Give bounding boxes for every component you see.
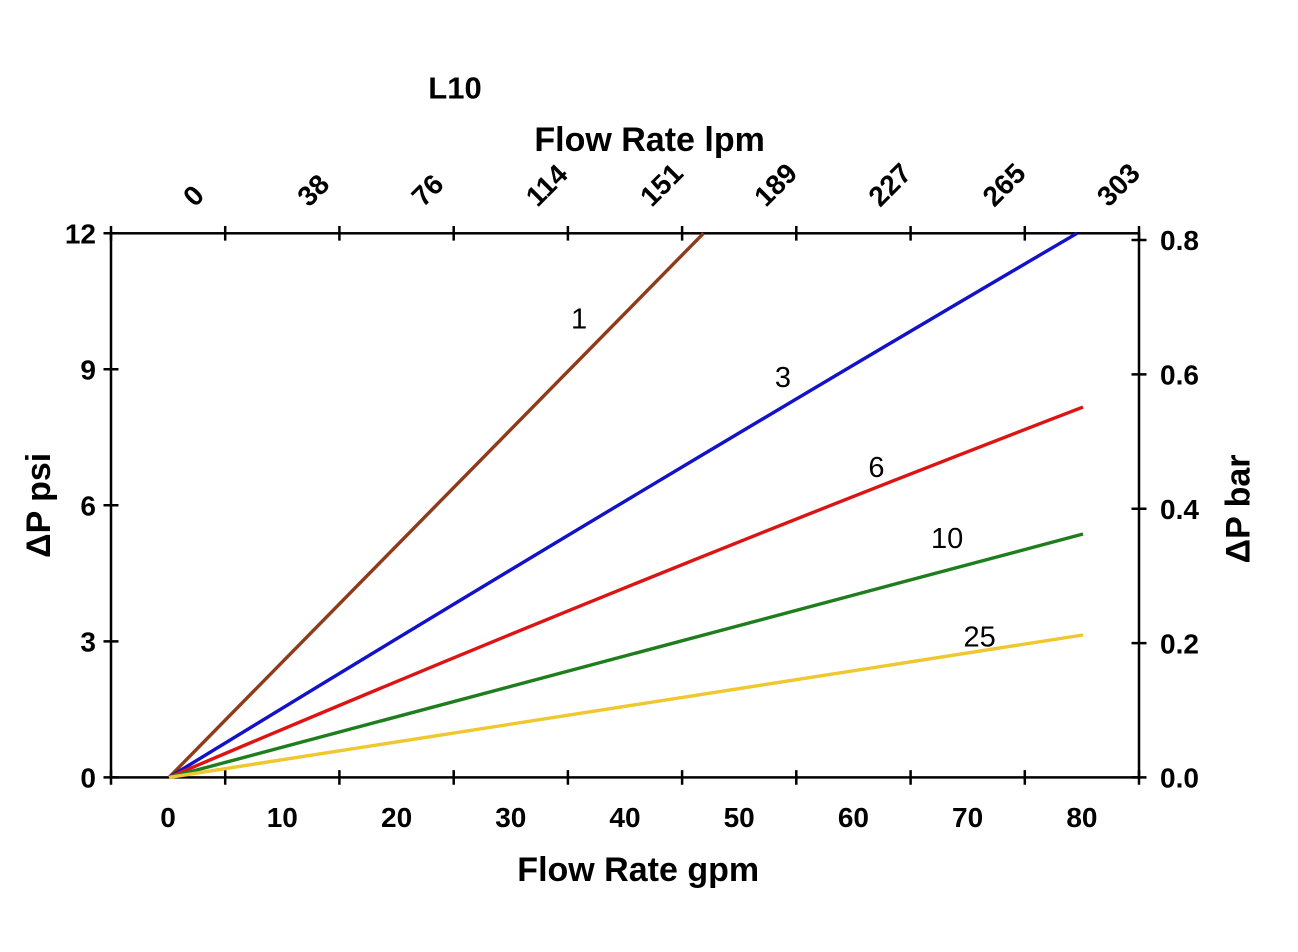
svg-text:60: 60 — [838, 802, 869, 833]
svg-text:265: 265 — [977, 157, 1032, 212]
svg-text:303: 303 — [1091, 157, 1146, 212]
svg-text:Flow Rate lpm: Flow Rate lpm — [534, 121, 764, 159]
svg-text:1: 1 — [571, 303, 587, 335]
svg-text:0: 0 — [177, 179, 210, 212]
svg-text:50: 50 — [724, 802, 755, 833]
svg-text:20: 20 — [381, 802, 412, 833]
svg-text:70: 70 — [952, 802, 983, 833]
svg-text:30: 30 — [495, 802, 526, 833]
svg-text:10: 10 — [931, 523, 963, 555]
svg-text:151: 151 — [634, 157, 689, 212]
svg-text:227: 227 — [862, 157, 917, 212]
svg-text:12: 12 — [65, 219, 96, 250]
svg-text:ΔP psi: ΔP psi — [20, 453, 58, 558]
svg-text:0.2: 0.2 — [1160, 628, 1199, 659]
svg-text:40: 40 — [609, 802, 640, 833]
svg-text:6: 6 — [80, 491, 96, 522]
svg-text:10: 10 — [267, 802, 298, 833]
svg-text:0: 0 — [80, 763, 96, 794]
svg-text:Flow Rate gpm: Flow Rate gpm — [517, 851, 759, 889]
svg-text:0.8: 0.8 — [1160, 225, 1199, 256]
svg-text:114: 114 — [520, 158, 574, 212]
svg-text:76: 76 — [406, 168, 450, 212]
svg-text:0.4: 0.4 — [1160, 494, 1199, 525]
svg-text:3: 3 — [80, 627, 96, 658]
svg-text:189: 189 — [748, 157, 803, 212]
svg-text:9: 9 — [80, 355, 96, 386]
svg-text:38: 38 — [291, 168, 335, 212]
svg-text:0: 0 — [160, 802, 176, 833]
svg-text:25: 25 — [963, 621, 995, 653]
svg-text:6: 6 — [868, 452, 884, 484]
svg-text:L10: L10 — [428, 70, 481, 105]
svg-text:3: 3 — [775, 362, 791, 394]
svg-text:80: 80 — [1066, 802, 1097, 833]
svg-text:0.0: 0.0 — [1160, 763, 1199, 794]
svg-text:ΔP bar: ΔP bar — [1220, 454, 1258, 563]
svg-text:0.6: 0.6 — [1160, 360, 1199, 391]
